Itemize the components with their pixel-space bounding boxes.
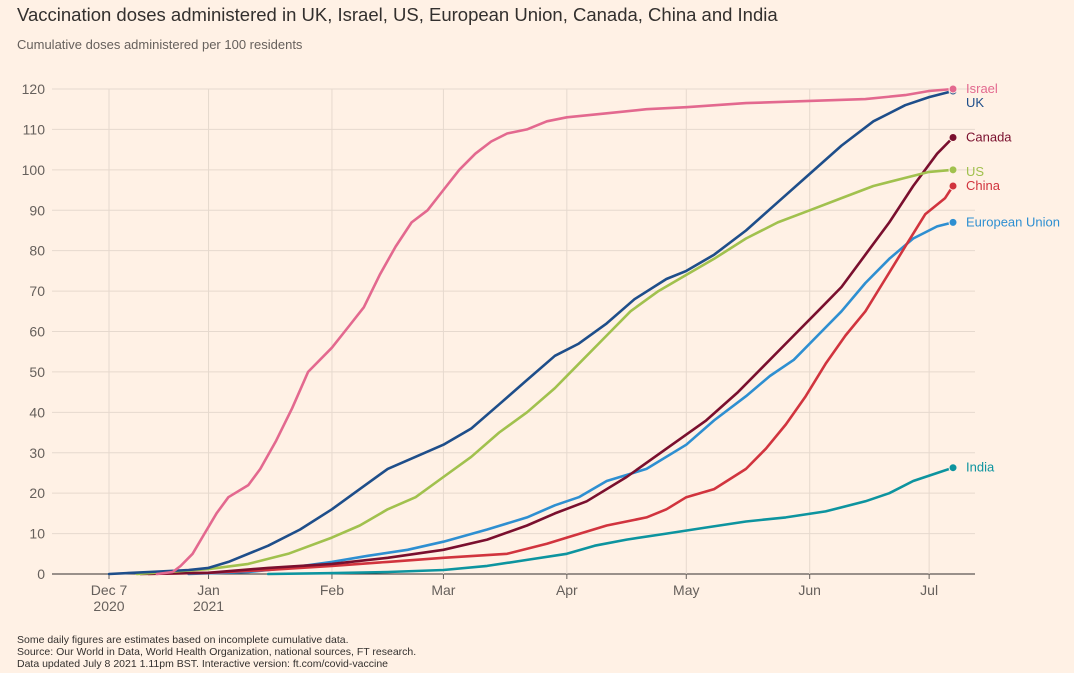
chart-subtitle: Cumulative doses administered per 100 re…	[17, 37, 303, 52]
x-tick-label: Apr	[556, 582, 578, 598]
x-tick-label: Jun	[798, 582, 821, 598]
x-tick-sublabel: 2021	[193, 598, 224, 614]
y-tick-label: 10	[29, 526, 45, 542]
y-tick-label: 100	[22, 162, 46, 178]
y-tick-label: 70	[29, 283, 45, 299]
series-end-dot-india	[948, 463, 958, 473]
footer-note: Some daily figures are estimates based o…	[17, 634, 349, 646]
series-end-dot-china	[948, 181, 958, 191]
grid	[52, 88, 975, 575]
series-line-us	[135, 168, 955, 576]
y-tick-label: 0	[37, 566, 45, 582]
chart-footer: Some daily figures are estimates based o…	[17, 634, 416, 670]
x-tick-label: Jul	[920, 582, 938, 598]
y-tick-label: 30	[29, 445, 45, 461]
series-end-dot-israel	[948, 84, 958, 94]
x-tick-label: Jan	[197, 582, 220, 598]
footer-updated: Data updated July 8 2021 1.11pm BST. Int…	[17, 658, 388, 670]
y-tick-label: 40	[29, 404, 45, 420]
series-label-israel: Israel	[966, 81, 998, 96]
series-line-uk	[107, 89, 955, 576]
series-line-european-union	[187, 221, 955, 576]
series-lines	[107, 84, 958, 576]
x-tick-label: Mar	[431, 582, 455, 598]
y-tick-label: 120	[22, 81, 46, 97]
y-tick-label: 60	[29, 324, 45, 340]
x-tick-sublabel: 2020	[93, 598, 124, 614]
series-label-india: India	[966, 460, 995, 475]
y-tick-label: 20	[29, 485, 45, 501]
series-end-dot-canada	[948, 133, 958, 142]
series-line-china	[147, 184, 955, 576]
series-label-us: US	[966, 164, 984, 179]
x-tick-label: Feb	[320, 582, 344, 598]
series-line-israel	[155, 87, 955, 576]
y-tick-label: 90	[29, 202, 45, 218]
series-end-dot-european-union	[948, 217, 958, 227]
y-tick-label: 50	[29, 364, 45, 380]
footer-source: Source: Our World in Data, World Health …	[17, 646, 417, 658]
series-line-india	[266, 466, 955, 576]
series-label-canada: Canada	[966, 130, 1012, 145]
series-label-uk: UK	[966, 95, 984, 110]
x-tick-label: May	[673, 582, 699, 598]
series-end-dot-us	[948, 165, 958, 175]
x-tick-label: Dec 7	[91, 582, 128, 598]
y-tick-label: 110	[23, 121, 46, 137]
series-label-european-union: European Union	[966, 214, 1060, 229]
chart-title: Vaccination doses administered in UK, Is…	[17, 4, 778, 25]
series-label-china: China	[966, 178, 1001, 193]
y-tick-label: 80	[29, 243, 45, 259]
series-line-canada	[139, 136, 955, 576]
y-axis: 0 10 20 30 40 50 60 70 80 90 100 110 120	[22, 81, 46, 582]
